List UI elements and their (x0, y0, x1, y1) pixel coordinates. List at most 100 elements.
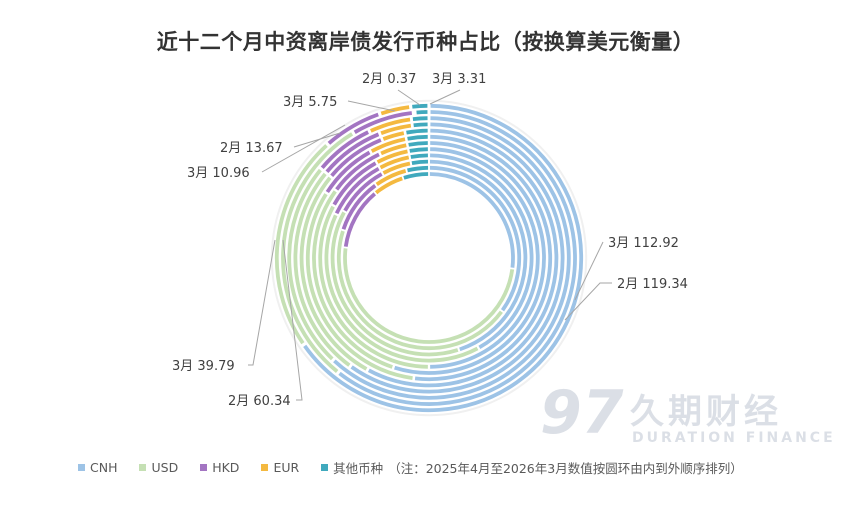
ring-segment-2025-10-HKD[interactable] (325, 150, 371, 194)
ring-segment-2026-03-其他币种[interactable] (412, 103, 428, 109)
data-label: 2月 0.37 (362, 72, 416, 87)
ring-segment-2025-04-USD[interactable] (343, 248, 515, 344)
ring-segment-2026-02-HKD[interactable] (353, 111, 413, 134)
leader-line (397, 89, 421, 106)
legend-item-other[interactable]: 其他币种 （注：2025年4月至2026年3月数值按圆环由内到外顺序排列） (321, 458, 743, 477)
leader-line (347, 100, 396, 112)
ring-segment-2026-01-HKD[interactable] (320, 130, 369, 169)
ring-segment-2025-05-HKD[interactable] (341, 184, 377, 230)
legend-label: CNH (90, 460, 118, 475)
ring-segment-2025-08-其他币种[interactable] (409, 147, 428, 153)
ring-segment-2026-01-EUR[interactable] (370, 117, 411, 133)
ring-segment-2026-03-EUR[interactable] (380, 105, 410, 116)
ring-segment-2026-01-CNH[interactable] (333, 116, 571, 400)
ring-segment-2026-03-HKD[interactable] (327, 112, 379, 145)
leader-line (429, 89, 461, 105)
ring-segment-2026-02-其他币种[interactable] (416, 110, 428, 115)
ring-segment-2025-04-CNH[interactable] (429, 172, 515, 268)
ring-segment-2025-05-CNH[interactable] (429, 165, 522, 312)
watermark-en: DURATION FINANCE (632, 430, 836, 446)
legend-swatch (261, 464, 269, 471)
ring-segment-2025-10-其他币种[interactable] (407, 134, 428, 141)
data-label: 3月 10.96 (187, 166, 250, 181)
watermark-logo: 97 (540, 378, 624, 448)
leader-line (293, 132, 341, 148)
ring-segment-2025-09-其他币种[interactable] (408, 141, 428, 147)
ring-segment-2025-09-EUR[interactable] (380, 143, 407, 156)
legend-label: EUR (273, 460, 300, 475)
legend-swatch (78, 464, 85, 471)
ring-segment-2025-12-USD[interactable] (293, 172, 351, 367)
leader-line (282, 239, 303, 401)
ring-segment-2025-08-USD[interactable] (318, 205, 428, 369)
ring-segment-2026-02-USD[interactable] (281, 132, 354, 373)
ring-segment-2025-08-EUR[interactable] (376, 149, 408, 164)
ring-segment-2025-05-USD[interactable] (336, 230, 503, 351)
ring-segment-2025-12-CNH[interactable] (350, 122, 565, 394)
data-label: 3月 5.75 (283, 95, 337, 110)
legend-swatch (200, 464, 208, 471)
ring-segment-2025-11-CNH[interactable] (367, 128, 559, 388)
ring-segment-2025-12-其他币种[interactable] (413, 122, 428, 128)
ring-segment-2025-10-USD[interactable] (305, 193, 413, 380)
legend-item-eur[interactable]: EUR (261, 460, 299, 475)
ring-segment-2026-01-USD[interactable] (287, 168, 334, 361)
ring-segment-2025-04-EUR[interactable] (374, 176, 403, 195)
ring-segment-2025-05-其他币种[interactable] (407, 165, 429, 173)
ring-segment-2025-09-USD[interactable] (312, 190, 393, 369)
ring-segment-2025-04-HKD[interactable] (343, 192, 377, 247)
ring-segment-2025-07-USD[interactable] (324, 214, 479, 363)
data-label: 3月 39.79 (172, 359, 235, 374)
leader-line (564, 282, 612, 321)
ring-segment-2025-10-CNH[interactable] (414, 134, 553, 382)
ring-segment-2025-06-USD[interactable] (330, 211, 459, 357)
ring-segment-2025-04-其他币种[interactable] (403, 172, 429, 180)
ring-segment-2025-06-CNH[interactable] (429, 159, 528, 352)
ring-segment-2025-11-USD[interactable] (299, 176, 368, 371)
leader-line (261, 124, 346, 173)
ring-segment-2025-11-HKD[interactable] (330, 138, 382, 177)
legend-swatch (321, 464, 329, 471)
leader-line (248, 239, 276, 366)
ring-segment-2025-08-CNH[interactable] (430, 147, 540, 369)
ring-segment-2025-05-EUR[interactable] (375, 169, 407, 187)
data-label: 2月 119.34 (617, 277, 688, 292)
ring-segment-2025-09-CNH[interactable] (394, 141, 546, 375)
ring-segment-2025-07-EUR[interactable] (379, 155, 410, 170)
ring-segment-2026-03-USD[interactable] (274, 144, 328, 345)
legend: CNH USD HKD EUR 其他币种 （注：2025年4月至2026年3月数值… (78, 458, 743, 477)
ring-segment-2025-06-EUR[interactable] (382, 161, 411, 175)
watermark: 97 久期财经 DURATION FINANCE (540, 378, 840, 458)
legend-item-usd[interactable]: USD (139, 460, 178, 475)
ring-segment-2026-02-CNH[interactable] (338, 110, 577, 406)
ring-segment-2025-07-CNH[interactable] (430, 153, 534, 350)
data-label: 2月 13.67 (220, 141, 283, 156)
legend-swatch (139, 464, 147, 471)
ring-segment-2025-07-HKD[interactable] (334, 166, 380, 215)
legend-label: HKD (212, 460, 240, 475)
ring-segment-2025-08-HKD[interactable] (332, 161, 377, 206)
ring-segment-2025-10-EUR[interactable] (370, 137, 406, 153)
ring-segment-2025-07-其他币种[interactable] (410, 153, 428, 159)
ring-segment-2025-11-EUR[interactable] (382, 131, 405, 141)
ring-segment-2025-12-HKD[interactable] (325, 132, 380, 173)
legend-label: USD (151, 460, 179, 475)
legend-note: （注：2025年4月至2026年3月数值按圆环由内到外顺序排列） (388, 461, 743, 476)
ring-segment-2025-06-HKD[interactable] (343, 172, 383, 212)
data-label: 3月 112.92 (608, 236, 679, 251)
watermark-cn: 久期财经 (630, 392, 782, 432)
ring-segment-2025-11-其他币种[interactable] (406, 128, 428, 135)
legend-label: 其他币种 (333, 461, 384, 476)
ring-segment-2026-03-CNH[interactable] (303, 103, 584, 413)
ring-segment-2025-06-其他币种[interactable] (411, 159, 429, 165)
legend-item-cnh[interactable]: CNH (78, 460, 117, 475)
data-label: 3月 3.31 (432, 72, 486, 87)
ring-segment-2026-01-其他币种[interactable] (412, 116, 428, 122)
legend-item-hkd[interactable]: HKD (200, 460, 239, 475)
data-label: 2月 60.34 (228, 394, 291, 409)
chart-title: 近十二个月中资离岸债发行币种占比（按换算美元衡量） (156, 30, 695, 54)
leader-line (574, 241, 604, 301)
ring-segment-2025-09-HKD[interactable] (335, 152, 380, 191)
ring-segment-2025-12-EUR[interactable] (380, 123, 412, 136)
